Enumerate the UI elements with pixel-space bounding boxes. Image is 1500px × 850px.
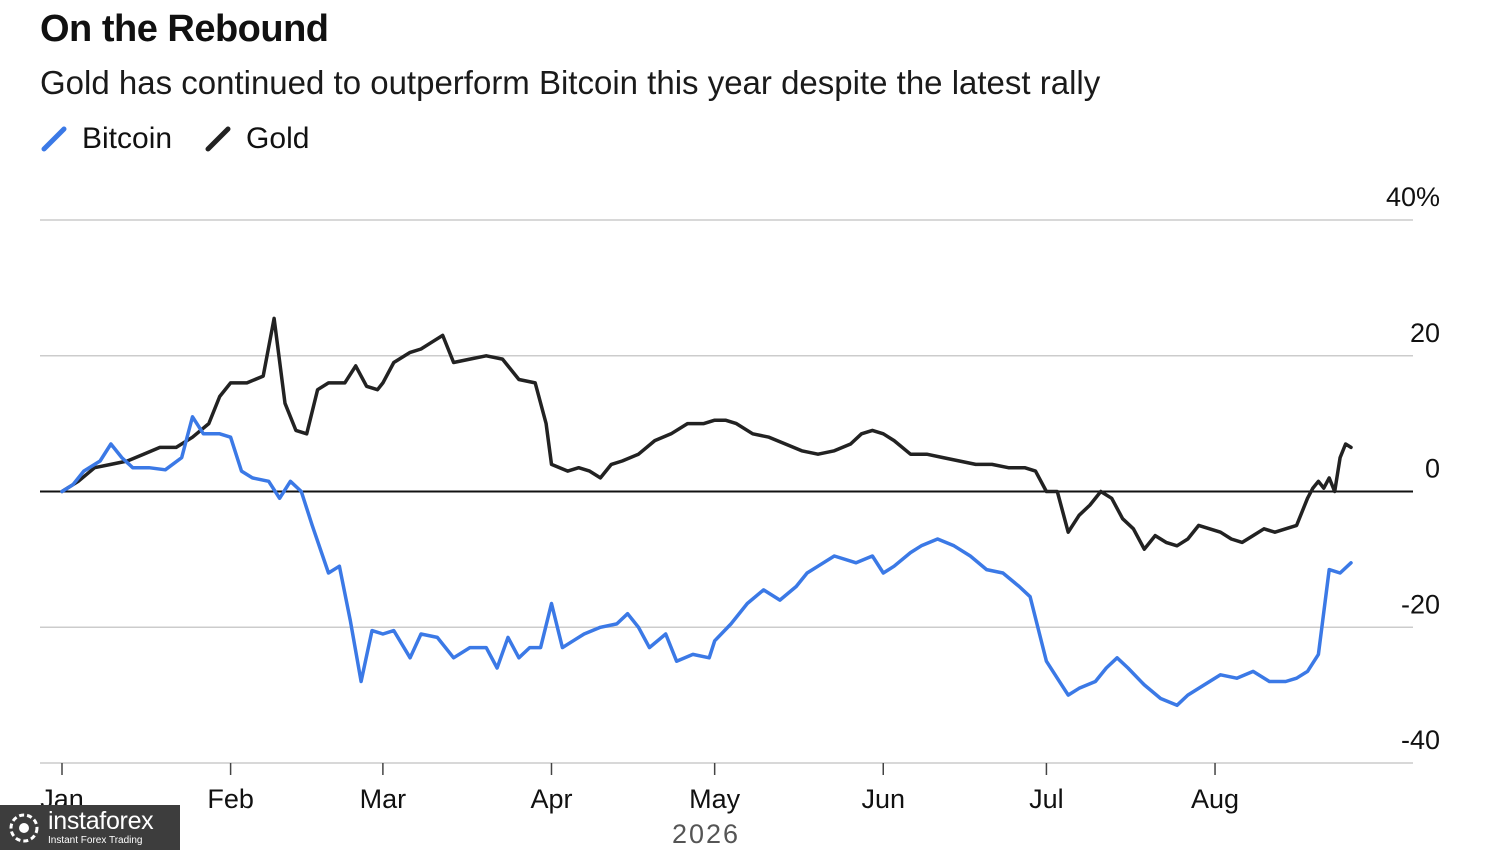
x-tick-label: Feb <box>207 784 254 814</box>
x-tick-label: Aug <box>1191 784 1239 814</box>
legend: Bitcoin Gold <box>40 122 341 156</box>
x-tick-label: Apr <box>530 784 572 814</box>
legend-label-gold: Gold <box>246 122 310 155</box>
x-tick-label: Mar <box>360 784 407 814</box>
watermark: instaforex Instant Forex Trading <box>0 805 180 850</box>
gold-legend-swatch <box>205 126 231 152</box>
chart-title: On the Rebound <box>40 8 329 50</box>
watermark-name: instaforex <box>48 807 154 835</box>
series-line-bitcoin <box>60 415 1353 708</box>
series-line-gold <box>60 316 1353 551</box>
bitcoin-legend-swatch <box>41 126 67 152</box>
legend-item-bitcoin: Bitcoin <box>40 122 172 156</box>
instaforex-logo-icon <box>9 813 39 842</box>
watermark-tagline: Instant Forex Trading <box>48 835 143 846</box>
y-tick-label: 40% <box>1386 182 1440 212</box>
y-tick-label: -40 <box>1401 725 1440 755</box>
x-tick-label: Jun <box>861 784 905 814</box>
legend-label-bitcoin: Bitcoin <box>82 122 173 155</box>
y-tick-label: 20 <box>1410 318 1440 348</box>
y-tick-label: 0 <box>1425 454 1440 484</box>
x-tick-label: Jul <box>1029 784 1064 814</box>
legend-item-gold: Gold <box>204 122 309 156</box>
x-tick-label: May <box>689 784 741 814</box>
x-axis-year-label: 2026 <box>672 819 740 849</box>
y-tick-label: -20 <box>1401 589 1440 619</box>
chart-subtitle: Gold has continued to outperform Bitcoin… <box>40 64 1101 101</box>
